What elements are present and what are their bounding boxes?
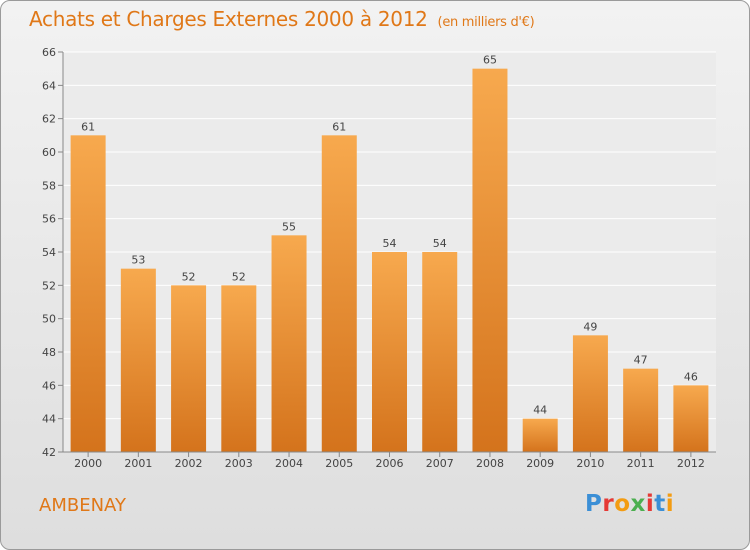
- bar-2009: [522, 418, 558, 452]
- bar-2000: [70, 135, 106, 453]
- x-tick-label-2006: 2006: [376, 457, 404, 470]
- y-tick-label: 50: [42, 313, 56, 326]
- x-tick-label-2008: 2008: [476, 457, 504, 470]
- value-label-2008: 65: [483, 54, 497, 67]
- bar-2008: [472, 68, 508, 453]
- bar-2007: [422, 252, 458, 452]
- logo-letter: t: [654, 491, 666, 517]
- chart-title-text: Achats et Charges Externes 2000 à 2012: [29, 7, 428, 31]
- x-tick-label-2012: 2012: [677, 457, 705, 470]
- bar-2012: [673, 385, 709, 452]
- x-tick-label-2007: 2007: [426, 457, 454, 470]
- bar-2001: [120, 268, 156, 452]
- y-tick-label: 60: [42, 146, 56, 159]
- value-label-2001: 53: [131, 254, 145, 267]
- chart-title: Achats et Charges Externes 2000 à 2012 (e…: [29, 7, 535, 31]
- y-tick-label: 52: [42, 279, 56, 292]
- value-label-2003: 52: [232, 270, 246, 283]
- bar-2002: [171, 285, 207, 452]
- proxiti-logo: Proxiti: [585, 491, 674, 517]
- bar-2005: [321, 135, 357, 453]
- value-label-2011: 47: [634, 354, 648, 367]
- x-tick-label-2011: 2011: [627, 457, 655, 470]
- value-label-2009: 44: [533, 404, 547, 417]
- value-label-2000: 61: [81, 120, 95, 133]
- x-tick-label-2009: 2009: [526, 457, 554, 470]
- value-label-2010: 49: [583, 320, 597, 333]
- y-tick-label: 44: [42, 413, 56, 426]
- logo-letter: i: [645, 491, 655, 517]
- bar-2003: [221, 285, 257, 452]
- x-tick-label-2002: 2002: [175, 457, 203, 470]
- y-tick-label: 64: [42, 79, 56, 92]
- logo-letter: o: [614, 491, 631, 517]
- bar-2006: [372, 252, 407, 452]
- y-tick-label: 66: [42, 46, 56, 59]
- value-label-2005: 61: [332, 120, 346, 133]
- value-label-2004: 55: [282, 220, 296, 233]
- commune-name: AMBENAY: [39, 495, 126, 516]
- x-tick-label-2005: 2005: [325, 457, 353, 470]
- x-tick-label-2000: 2000: [74, 457, 102, 470]
- logo-letter: r: [602, 491, 615, 517]
- y-tick-label: 62: [42, 113, 56, 126]
- bar-2010: [572, 335, 608, 452]
- value-label-2002: 52: [182, 270, 196, 283]
- y-tick-label: 46: [42, 379, 56, 392]
- logo-letter: x: [630, 491, 646, 517]
- logo-letter: P: [585, 491, 603, 517]
- y-tick-label: 54: [42, 246, 56, 259]
- value-label-2007: 54: [433, 237, 447, 250]
- x-tick-label-2004: 2004: [275, 457, 303, 470]
- value-label-2006: 54: [383, 237, 397, 250]
- chart-unit: (en milliers d'€): [437, 15, 535, 30]
- y-tick-label: 48: [42, 346, 56, 359]
- y-tick-label: 42: [42, 446, 56, 459]
- y-tick-label: 56: [42, 213, 56, 226]
- x-tick-label-2003: 2003: [225, 457, 253, 470]
- bar-2011: [623, 368, 659, 452]
- bar-2004: [271, 235, 307, 452]
- x-tick-label-2001: 2001: [124, 457, 152, 470]
- x-tick-label-2010: 2010: [576, 457, 604, 470]
- value-label-2012: 46: [684, 370, 698, 383]
- logo-letter: i: [665, 491, 675, 517]
- y-tick-label: 58: [42, 179, 56, 192]
